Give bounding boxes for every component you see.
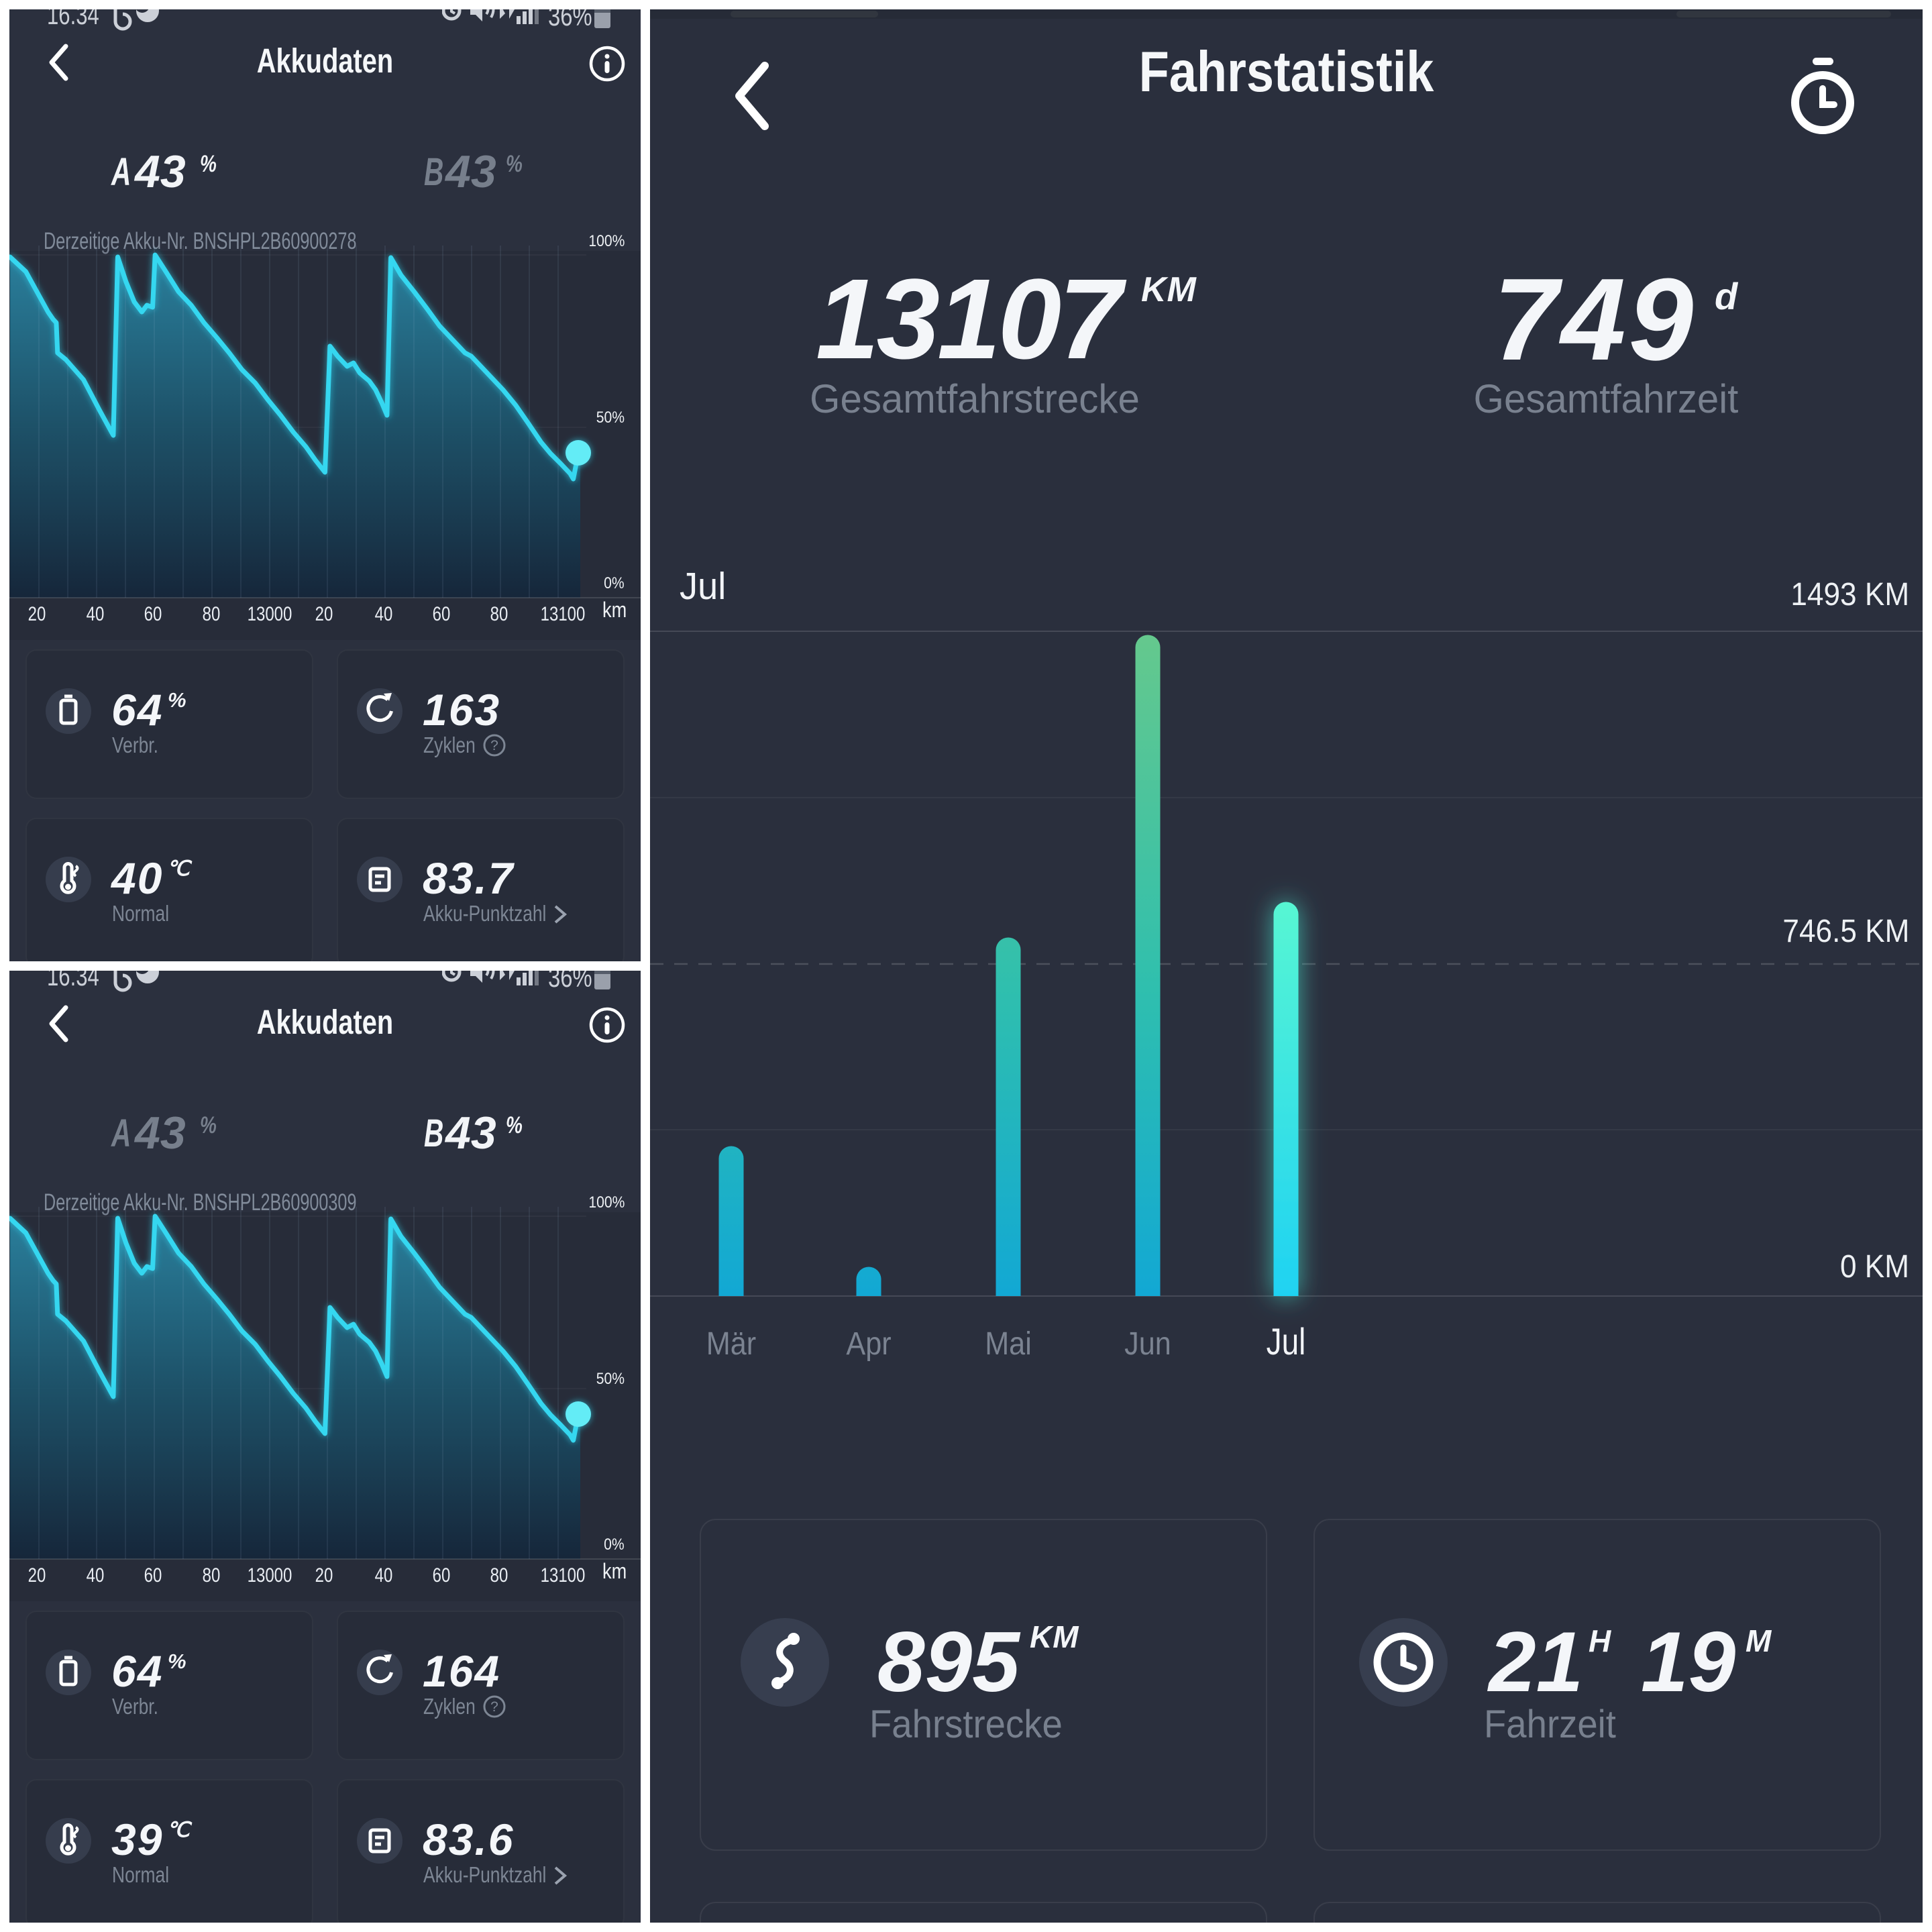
svg-text:?: ? <box>490 1699 498 1715</box>
svg-text:?: ? <box>490 738 498 753</box>
